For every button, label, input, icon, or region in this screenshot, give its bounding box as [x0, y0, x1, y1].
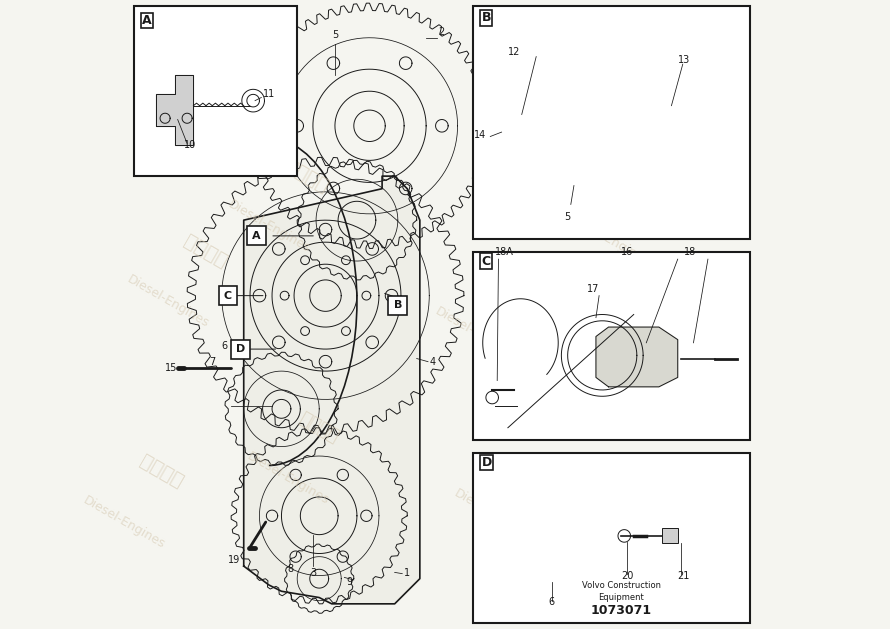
- Text: 7: 7: [209, 357, 215, 367]
- Text: 18: 18: [684, 247, 696, 257]
- FancyBboxPatch shape: [219, 286, 238, 305]
- Text: 11: 11: [263, 89, 275, 99]
- Polygon shape: [596, 327, 677, 387]
- Text: 3: 3: [310, 567, 316, 577]
- Polygon shape: [244, 176, 420, 604]
- Text: 1: 1: [404, 567, 410, 577]
- Bar: [662, 528, 677, 543]
- Text: Diesel-Engines: Diesel-Engines: [245, 449, 331, 507]
- FancyBboxPatch shape: [473, 252, 750, 440]
- Text: 8: 8: [287, 564, 294, 574]
- Text: 14: 14: [473, 130, 486, 140]
- Text: 6: 6: [222, 341, 228, 351]
- Text: 10: 10: [184, 140, 197, 150]
- Text: 紧发动力: 紧发动力: [296, 409, 343, 446]
- Text: Diesel-Engines: Diesel-Engines: [565, 210, 651, 268]
- Text: D: D: [481, 456, 492, 469]
- Text: Diesel-Engines: Diesel-Engines: [433, 304, 520, 362]
- FancyBboxPatch shape: [388, 296, 408, 314]
- Text: 9: 9: [346, 577, 352, 587]
- Text: 1073071: 1073071: [591, 604, 651, 616]
- Text: 紧发动力: 紧发动力: [281, 156, 332, 196]
- Text: 20: 20: [621, 571, 634, 581]
- Text: 21: 21: [677, 571, 690, 581]
- Text: 4: 4: [429, 357, 435, 367]
- Text: Volvo Construction
Equipment: Volvo Construction Equipment: [582, 581, 660, 602]
- Text: Diesel-Engines: Diesel-Engines: [125, 273, 212, 331]
- Text: 紧发动力: 紧发动力: [137, 452, 187, 492]
- Text: 紧发动力: 紧发动力: [181, 231, 231, 272]
- Text: 15: 15: [166, 363, 178, 373]
- Text: B: B: [393, 300, 402, 310]
- Polygon shape: [156, 75, 193, 145]
- Text: 5: 5: [332, 30, 338, 40]
- Text: 16: 16: [621, 247, 634, 257]
- Text: Diesel-Engines: Diesel-Engines: [81, 493, 167, 551]
- Text: D: D: [236, 344, 246, 354]
- Text: 13: 13: [677, 55, 690, 65]
- FancyBboxPatch shape: [473, 6, 750, 239]
- Text: 紧发动力: 紧发动力: [611, 170, 657, 207]
- Text: 紧发动力: 紧发动力: [498, 454, 544, 490]
- Text: 2: 2: [439, 26, 445, 36]
- Text: 18A: 18A: [496, 247, 514, 257]
- Text: A: A: [252, 231, 261, 241]
- Text: 12: 12: [508, 47, 521, 57]
- FancyBboxPatch shape: [473, 453, 750, 623]
- Text: A: A: [142, 14, 151, 27]
- Text: 6: 6: [549, 597, 555, 607]
- Text: C: C: [481, 255, 490, 268]
- Text: 紧发动力: 紧发动力: [482, 263, 533, 303]
- Text: C: C: [224, 291, 232, 301]
- Text: B: B: [481, 11, 491, 25]
- Text: Diesel-Engines: Diesel-Engines: [225, 198, 312, 255]
- Text: 5: 5: [564, 212, 570, 222]
- Text: Diesel-Engines: Diesel-Engines: [452, 487, 538, 545]
- FancyBboxPatch shape: [134, 6, 297, 176]
- FancyBboxPatch shape: [247, 226, 266, 245]
- Text: 19: 19: [228, 555, 240, 565]
- FancyBboxPatch shape: [231, 340, 250, 359]
- Text: 17: 17: [587, 284, 599, 294]
